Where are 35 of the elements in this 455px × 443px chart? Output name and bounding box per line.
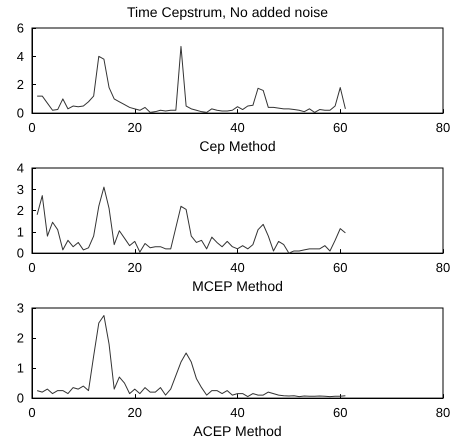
x-tick-label: 40 [230, 120, 245, 136]
x-axis-title: Cep Method [199, 138, 276, 154]
x-tick-label: 20 [128, 120, 142, 136]
y-tick-label: 0 [16, 390, 24, 406]
x-axis-title: MCEP Method [192, 278, 283, 294]
y-tick-label: 2 [16, 330, 24, 346]
x-tick-label: 0 [28, 120, 36, 136]
y-tick-label: 0 [16, 246, 24, 261]
x-tick-label: 80 [436, 260, 450, 276]
line-series [36, 186, 346, 254]
x-tick-label: 60 [333, 260, 348, 276]
x-tick-label: 40 [230, 405, 245, 420]
y-tick-label: 2 [16, 77, 24, 92]
chart-title: Time Cepstrum, No added noise [126, 4, 328, 20]
y-tick-label: 4 [16, 48, 24, 64]
x-tick-label: 80 [436, 405, 450, 420]
x-tick-label: 40 [230, 260, 245, 276]
x-tick-label: 0 [28, 260, 36, 276]
y-tick-label: 1 [16, 224, 24, 240]
x-tick-label: 60 [333, 405, 348, 420]
y-tick-label: 1 [16, 360, 24, 376]
x-tick-label: 20 [128, 260, 142, 276]
y-tick-label: 6 [16, 20, 24, 36]
y-tick-label: 0 [16, 106, 24, 121]
y-tick-label: 4 [16, 160, 24, 176]
y-tick-label: 2 [16, 203, 24, 218]
x-tick-label: 80 [436, 120, 450, 136]
y-tick-label: 3 [16, 300, 24, 316]
line-series [36, 315, 346, 398]
line-series [36, 46, 346, 113]
x-tick-label: 20 [128, 405, 142, 420]
y-tick-label: 3 [16, 182, 24, 197]
x-axis-title: ACEP Method [193, 423, 282, 439]
x-tick-label: 0 [28, 405, 36, 420]
x-tick-label: 60 [333, 120, 348, 136]
